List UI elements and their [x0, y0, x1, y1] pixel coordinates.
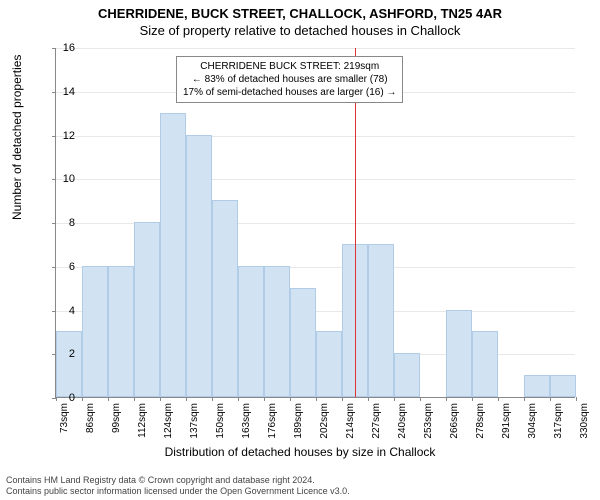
plot-area: 73sqm86sqm99sqm112sqm124sqm137sqm150sqm1…: [55, 48, 575, 398]
xtick-mark: [264, 397, 265, 401]
xtick-label: 227sqm: [371, 403, 382, 439]
histogram-bar: [368, 244, 394, 397]
title-subtitle: Size of property relative to detached ho…: [0, 21, 600, 38]
xtick-mark: [134, 397, 135, 401]
xtick-label: 150sqm: [215, 403, 226, 439]
histogram-bar: [186, 135, 212, 398]
xtick-mark: [316, 397, 317, 401]
ytick-label: 14: [55, 86, 75, 98]
xtick-label: 330sqm: [579, 403, 590, 439]
xtick-mark: [576, 397, 577, 401]
histogram-bar: [290, 288, 316, 397]
xtick-mark: [82, 397, 83, 401]
xtick-mark: [394, 397, 395, 401]
xtick-mark: [524, 397, 525, 401]
footer-attribution: Contains HM Land Registry data © Crown c…: [6, 475, 350, 498]
ytick-label: 4: [55, 305, 75, 317]
xtick-mark: [290, 397, 291, 401]
footer-line1: Contains HM Land Registry data © Crown c…: [6, 475, 350, 486]
xtick-mark: [498, 397, 499, 401]
annot-line3: 17% of semi-detached houses are larger (…: [183, 86, 396, 99]
histogram-bar: [394, 353, 420, 397]
xtick-label: 202sqm: [319, 403, 330, 439]
annot-line1: CHERRIDENE BUCK STREET: 219sqm: [183, 60, 396, 73]
xtick-label: 176sqm: [267, 403, 278, 439]
xtick-label: 253sqm: [423, 403, 434, 439]
grid-line: [56, 136, 575, 137]
histogram-bar: [108, 266, 134, 397]
ytick-label: 6: [55, 261, 75, 273]
xtick-label: 112sqm: [137, 403, 148, 438]
xtick-label: 266sqm: [449, 403, 460, 439]
chart: 73sqm86sqm99sqm112sqm124sqm137sqm150sqm1…: [55, 48, 575, 398]
xtick-mark: [238, 397, 239, 401]
y-axis-label: Number of detached properties: [10, 55, 24, 220]
xtick-mark: [420, 397, 421, 401]
title-address: CHERRIDENE, BUCK STREET, CHALLOCK, ASHFO…: [0, 0, 600, 21]
histogram-bar: [316, 331, 342, 397]
xtick-label: 86sqm: [85, 403, 96, 433]
histogram-bar: [264, 266, 290, 397]
xtick-label: 240sqm: [397, 403, 408, 439]
xtick-label: 291sqm: [501, 403, 512, 439]
xtick-mark: [160, 397, 161, 401]
x-axis-label: Distribution of detached houses by size …: [0, 445, 600, 459]
xtick-mark: [550, 397, 551, 401]
ytick-label: 16: [55, 42, 75, 54]
xtick-mark: [446, 397, 447, 401]
xtick-label: 99sqm: [111, 403, 122, 433]
xtick-mark: [186, 397, 187, 401]
histogram-bar: [212, 200, 238, 397]
histogram-bar: [238, 266, 264, 397]
xtick-label: 73sqm: [59, 403, 70, 433]
histogram-bar: [550, 375, 576, 397]
xtick-label: 317sqm: [553, 403, 564, 439]
ytick-label: 2: [55, 348, 75, 360]
xtick-mark: [212, 397, 213, 401]
xtick-mark: [368, 397, 369, 401]
xtick-label: 163sqm: [241, 403, 252, 439]
xtick-mark: [108, 397, 109, 401]
xtick-label: 137sqm: [189, 403, 200, 439]
histogram-bar: [472, 331, 498, 397]
histogram-bar: [160, 113, 186, 397]
histogram-bar: [134, 222, 160, 397]
grid-line: [56, 179, 575, 180]
histogram-bar: [56, 331, 82, 397]
xtick-mark: [342, 397, 343, 401]
xtick-label: 124sqm: [163, 403, 174, 439]
ytick-label: 0: [55, 392, 75, 404]
xtick-label: 214sqm: [345, 403, 356, 439]
ytick-label: 10: [55, 173, 75, 185]
xtick-label: 278sqm: [475, 403, 486, 439]
histogram-bar: [82, 266, 108, 397]
ytick-label: 8: [55, 217, 75, 229]
histogram-bar: [524, 375, 550, 397]
xtick-label: 189sqm: [293, 403, 304, 439]
annot-line2: ← 83% of detached houses are smaller (78…: [183, 73, 396, 86]
annotation-callout: CHERRIDENE BUCK STREET: 219sqm← 83% of d…: [176, 56, 403, 103]
grid-line: [56, 48, 575, 49]
histogram-bar: [446, 310, 472, 398]
xtick-label: 304sqm: [527, 403, 538, 439]
xtick-mark: [472, 397, 473, 401]
ytick-label: 12: [55, 130, 75, 142]
footer-line2: Contains public sector information licen…: [6, 486, 350, 497]
